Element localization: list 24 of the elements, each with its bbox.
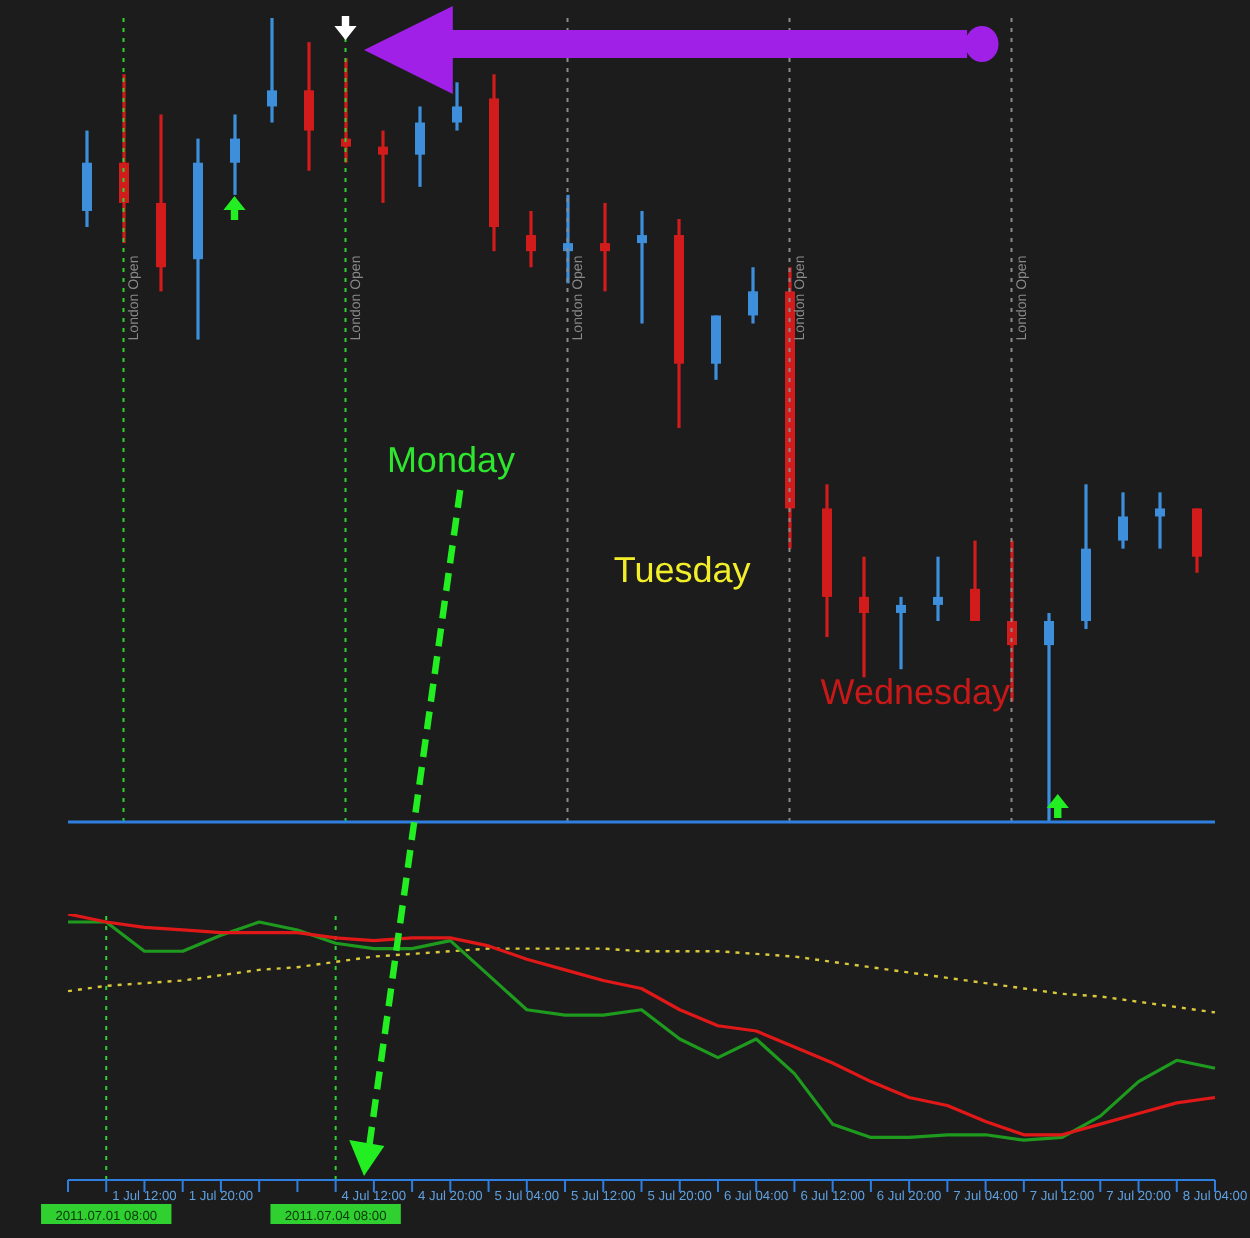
candlestick (1118, 490, 1128, 551)
candlestick (970, 539, 980, 623)
candlestick (859, 555, 869, 679)
candlestick (1044, 611, 1054, 822)
candlestick (119, 72, 129, 245)
annotation: Wednesday (820, 672, 1011, 712)
candlestick (378, 128, 388, 205)
candlestick (267, 18, 277, 125)
candlestick (748, 265, 758, 326)
candlestick (526, 209, 536, 269)
candlestick (452, 80, 462, 133)
candlestick (1155, 490, 1165, 551)
candlestick (563, 193, 573, 285)
candlestick (341, 56, 351, 165)
candlestick (933, 555, 943, 623)
candlestick (230, 112, 240, 197)
candlestick (304, 40, 314, 173)
candlestick (600, 201, 610, 293)
candlestick (1007, 539, 1017, 703)
annotation: Tuesday (613, 550, 751, 590)
candlestick (415, 104, 425, 189)
candlestick (896, 595, 906, 671)
candlestick (637, 209, 647, 326)
annotation: Monday (386, 440, 515, 480)
